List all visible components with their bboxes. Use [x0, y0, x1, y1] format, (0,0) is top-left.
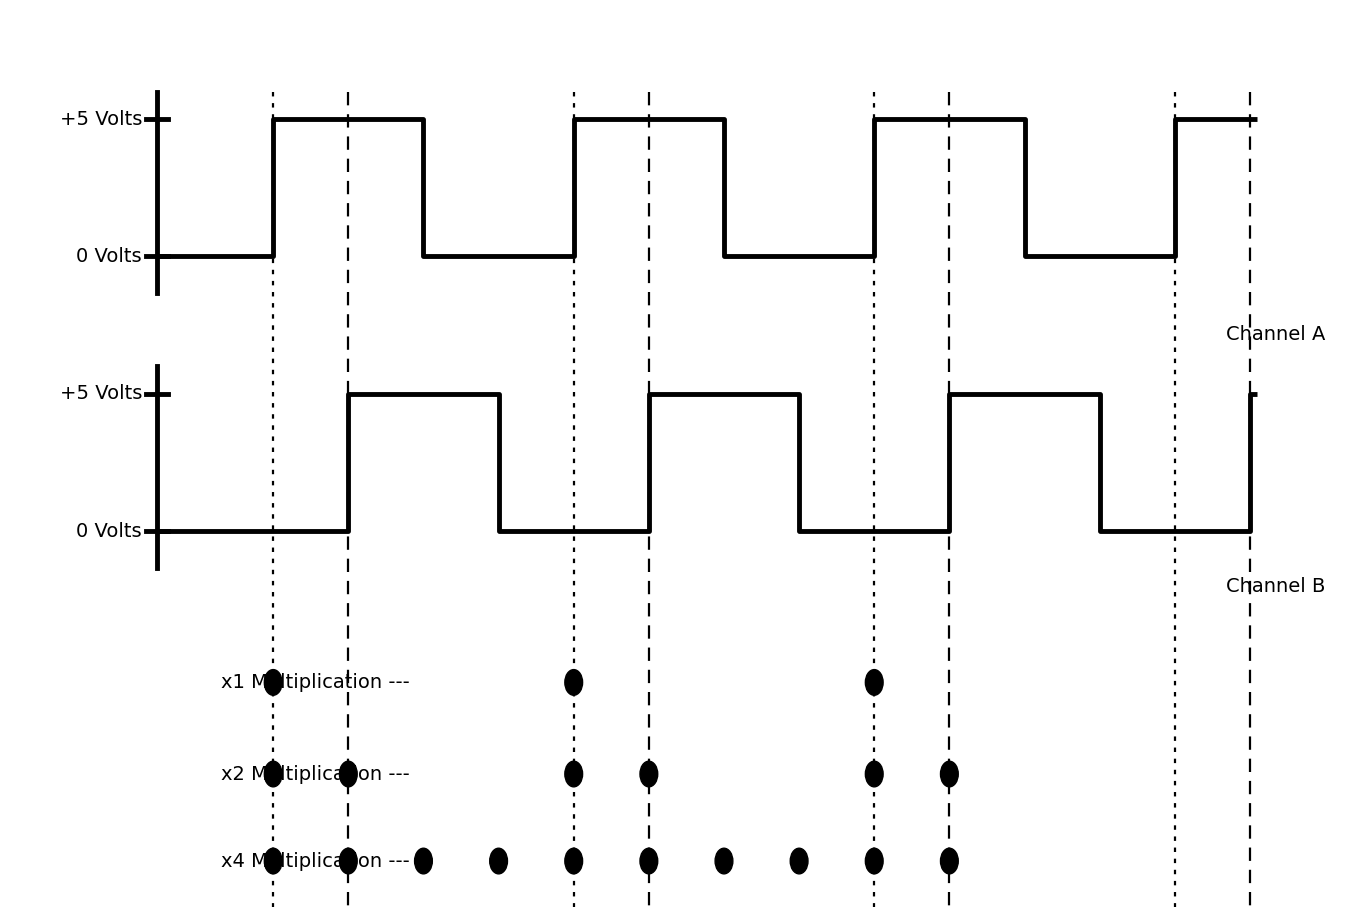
- Ellipse shape: [866, 670, 884, 695]
- Text: x1 Multiplication ---: x1 Multiplication ---: [221, 673, 410, 692]
- Text: x2 Multiplication ---: x2 Multiplication ---: [221, 765, 410, 783]
- Text: +5 Volts: +5 Volts: [60, 110, 142, 128]
- Text: Channel B: Channel B: [1225, 577, 1325, 595]
- Ellipse shape: [940, 761, 958, 787]
- Ellipse shape: [339, 848, 358, 874]
- Ellipse shape: [566, 670, 583, 695]
- Ellipse shape: [866, 761, 884, 787]
- Ellipse shape: [639, 761, 658, 787]
- Ellipse shape: [264, 848, 283, 874]
- Text: +5 Volts: +5 Volts: [60, 385, 142, 403]
- Text: 0 Volts: 0 Volts: [76, 247, 142, 266]
- Ellipse shape: [790, 848, 809, 874]
- Text: 0 Volts: 0 Volts: [76, 522, 142, 540]
- Ellipse shape: [415, 848, 432, 874]
- Ellipse shape: [264, 670, 283, 695]
- Text: x4 Multiplication ---: x4 Multiplication ---: [221, 852, 410, 870]
- Ellipse shape: [489, 848, 508, 874]
- Ellipse shape: [264, 761, 283, 787]
- Ellipse shape: [940, 848, 958, 874]
- Ellipse shape: [716, 848, 734, 874]
- Text: Channel A: Channel A: [1225, 325, 1325, 344]
- Ellipse shape: [866, 848, 884, 874]
- Ellipse shape: [339, 761, 358, 787]
- Ellipse shape: [566, 848, 583, 874]
- Ellipse shape: [566, 761, 583, 787]
- Ellipse shape: [639, 848, 658, 874]
